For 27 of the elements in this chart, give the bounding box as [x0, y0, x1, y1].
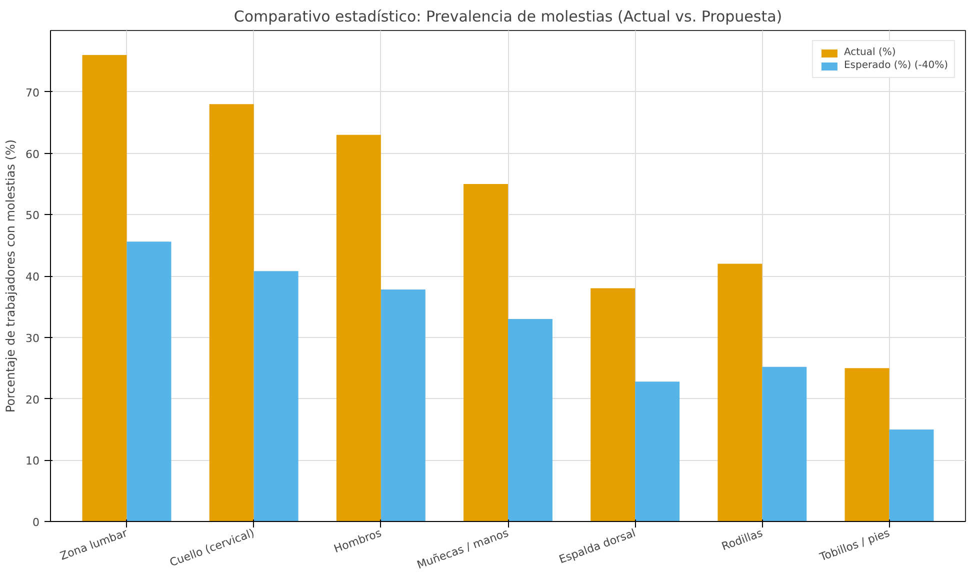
legend-label: Esperado (%) (-40%) — [844, 60, 948, 71]
bar — [844, 368, 890, 522]
y-tick-label: 20 — [26, 393, 40, 406]
y-tick-label: 70 — [26, 86, 40, 100]
bar — [126, 242, 172, 522]
chart-title: Comparativo estadístico: Prevalencia de molestias (Actual vs. Propuesta) — [234, 8, 782, 26]
y-tick-label: 10 — [26, 454, 40, 468]
bar — [254, 271, 298, 522]
bar — [889, 429, 934, 522]
x-tick-label: Tobillos / pies — [817, 526, 892, 564]
bar — [464, 184, 508, 522]
bar — [336, 134, 381, 522]
bar — [508, 318, 552, 522]
bar — [718, 264, 762, 522]
legend-label: Actual (%) — [844, 47, 896, 58]
y-tick-label: 60 — [26, 148, 40, 161]
y-tick-label: 40 — [26, 270, 40, 284]
bar — [762, 366, 807, 522]
y-axis-title: Porcentaje de trabajadores con molestias (%) — [4, 139, 18, 413]
bar — [590, 288, 636, 522]
y-tick-label: 30 — [26, 332, 40, 345]
y-tick-label: 50 — [26, 209, 40, 222]
bar — [82, 55, 127, 522]
bar — [635, 382, 680, 522]
bar — [209, 104, 254, 522]
bar — [380, 290, 426, 522]
y-tick-label: 0 — [32, 516, 40, 529]
